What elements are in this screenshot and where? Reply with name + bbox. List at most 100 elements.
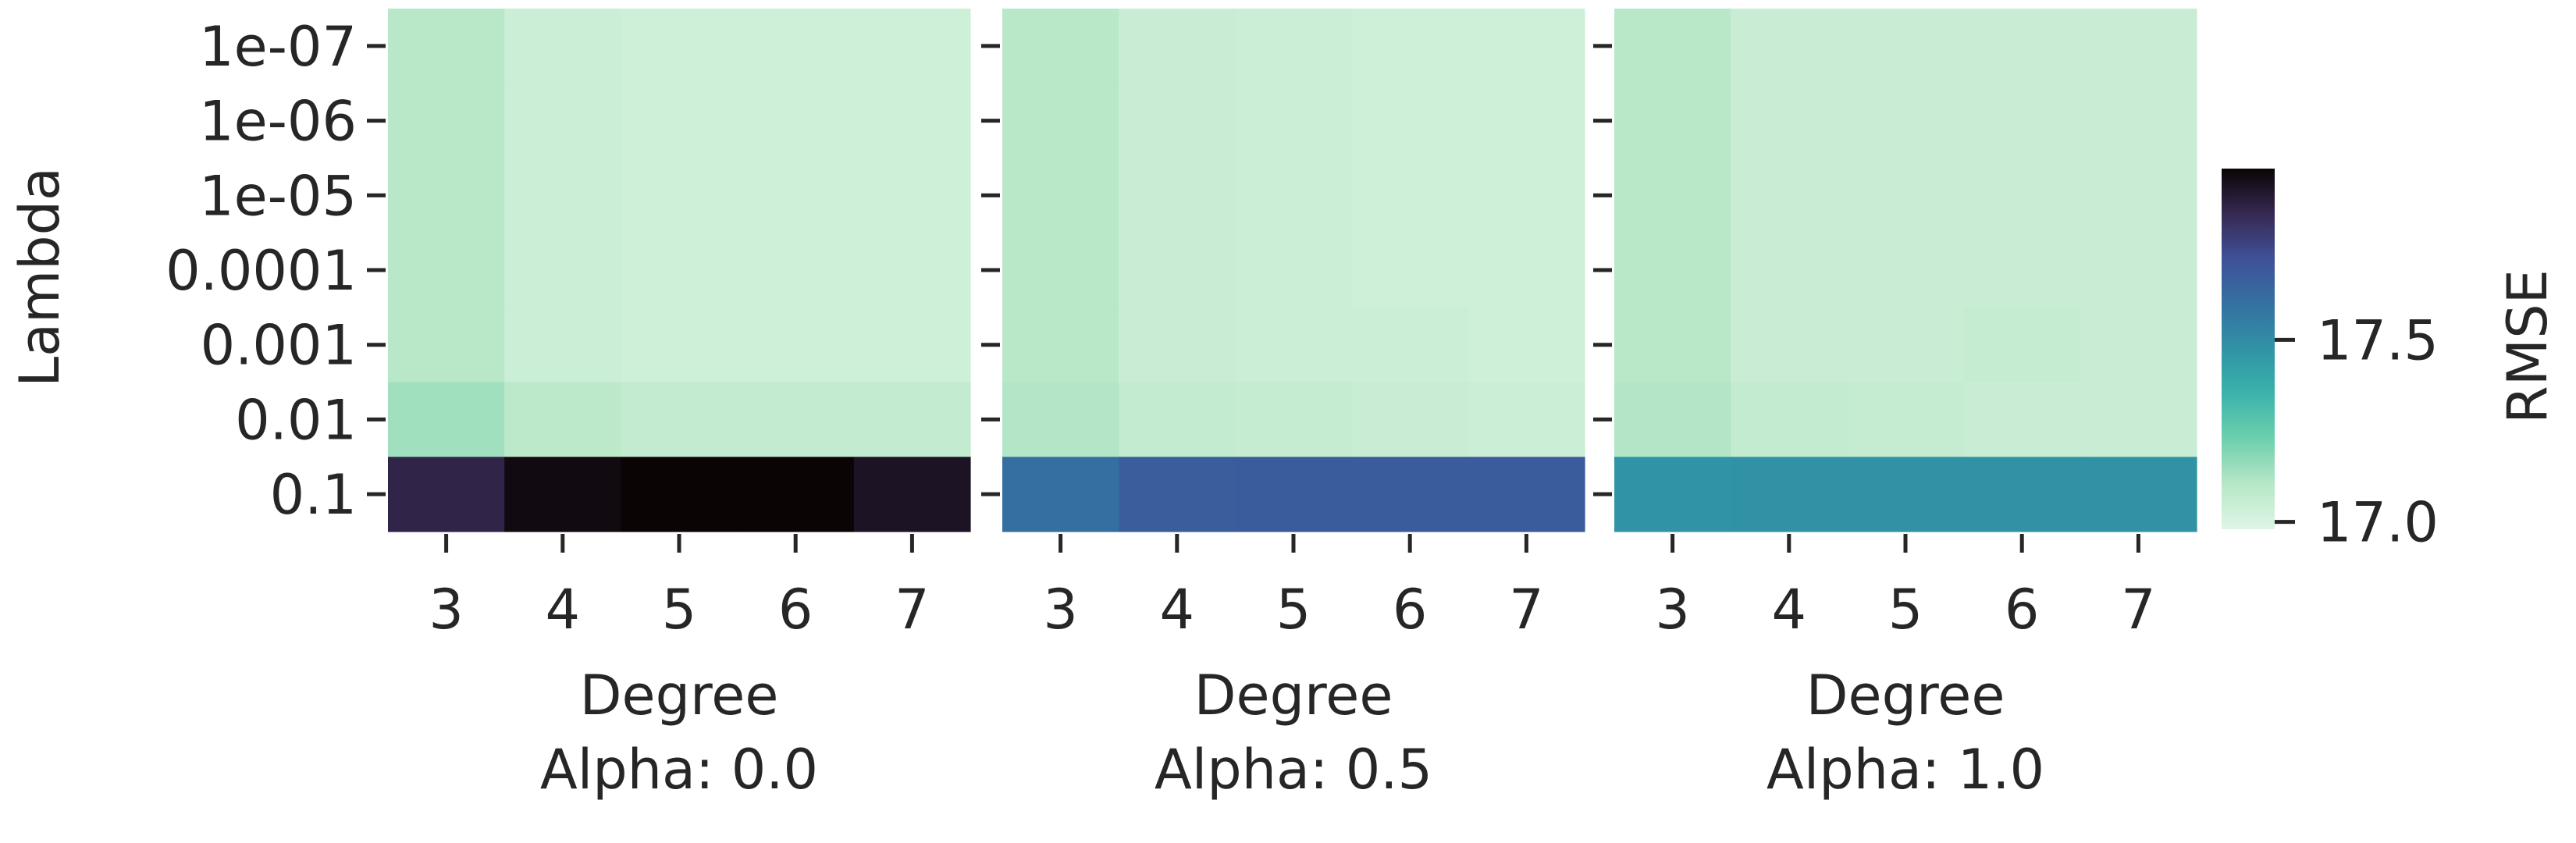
heatmap-cell xyxy=(504,233,621,308)
heatmap-cell xyxy=(388,382,505,457)
x-tick-label: 7 xyxy=(895,578,930,642)
heatmap-cell xyxy=(1235,83,1353,159)
heatmap-panel: 3 4 5 6 7 Degree Alpha: 1.0 xyxy=(1593,9,2197,802)
x-tick-label: 7 xyxy=(2121,578,2156,642)
y-tick-label: 0.0001 xyxy=(165,239,357,303)
heatmap-cell xyxy=(1235,233,1353,308)
heatmap-cell xyxy=(1119,9,1236,84)
heatmap-cell xyxy=(1731,158,1848,233)
x-tick-label: 6 xyxy=(2005,578,2040,642)
heatmap-cell xyxy=(1963,233,2081,308)
heatmap-cell xyxy=(853,158,971,233)
heatmap-cell xyxy=(1351,9,1469,84)
heatmap-cell xyxy=(1119,307,1236,383)
y-axis-label: Lambda xyxy=(8,167,72,387)
heatmap-panel: 3 4 5 6 7 Degree Alpha: 0.0 xyxy=(388,9,971,802)
heatmap-cell xyxy=(1731,83,1848,159)
heatmap-cell xyxy=(1468,382,1585,457)
colorbar-tick-label: 17.5 xyxy=(2317,308,2439,372)
colorbar-label: RMSE xyxy=(2496,269,2560,424)
heatmap-cell xyxy=(1235,9,1353,84)
heatmap-cell xyxy=(1614,457,1731,532)
heatmap-cell xyxy=(1351,382,1469,457)
heatmap-cell xyxy=(1614,158,1731,233)
heatmap-cell xyxy=(1468,83,1585,159)
panel-title: Alpha: 1.0 xyxy=(1767,738,2044,802)
x-tick-label: 4 xyxy=(1160,578,1195,642)
heatmap-cell xyxy=(1847,382,1965,457)
heatmap-cell xyxy=(1235,382,1353,457)
panel-title: Alpha: 0.5 xyxy=(1155,738,1432,802)
heatmap-cell xyxy=(737,83,855,159)
x-tick-label: 6 xyxy=(1393,578,1428,642)
heatmap-cell xyxy=(1614,233,1731,308)
y-axis-ticks: 1e-07 1e-06 1e-05 0.0001 0.001 0.01 0.1 xyxy=(165,15,386,527)
heatmap-cell xyxy=(853,457,971,532)
heatmap-cell xyxy=(737,457,855,532)
heatmap-cell xyxy=(737,307,855,383)
heatmap-cell xyxy=(1119,457,1236,532)
heatmap-cell xyxy=(1731,233,1848,308)
heatmap-cell xyxy=(1002,233,1119,308)
heatmap-cell xyxy=(1847,83,1965,159)
heatmap-cell xyxy=(1963,9,2081,84)
colorbar-tick-label: 17.0 xyxy=(2317,491,2439,555)
y-tick-label: 0.1 xyxy=(270,463,357,527)
heatmap-cell xyxy=(1731,9,1848,84)
heatmap-cell xyxy=(1847,158,1965,233)
heatmap-cell xyxy=(1963,457,2081,532)
heatmap-cell xyxy=(1731,307,1848,383)
heatmap-cell xyxy=(1119,233,1236,308)
x-axis-label: Degree xyxy=(580,663,779,727)
heatmap-cell xyxy=(388,307,505,383)
heatmap-cell xyxy=(621,83,738,159)
heatmap-cell xyxy=(388,9,505,84)
heatmap-cell xyxy=(1235,307,1353,383)
y-tick-label: 1e-06 xyxy=(199,90,357,154)
x-tick-label: 5 xyxy=(1888,578,1923,642)
heatmap-cell xyxy=(388,457,505,532)
y-tick-label: 1e-05 xyxy=(199,164,357,228)
heatmap-cell xyxy=(1847,233,1965,308)
heatmap-cell xyxy=(1847,457,1965,532)
heatmap-cell xyxy=(1119,382,1236,457)
x-tick-label: 6 xyxy=(778,578,813,642)
heatmap-cell xyxy=(1351,307,1469,383)
heatmap-cell xyxy=(1731,382,1848,457)
heatmap-cell xyxy=(2080,307,2197,383)
heatmap-cell xyxy=(1002,307,1119,383)
heatmap-cell xyxy=(504,307,621,383)
heatmap-cell xyxy=(853,83,971,159)
heatmap-cell xyxy=(621,307,738,383)
heatmap-cell xyxy=(737,158,855,233)
heatmap-cell xyxy=(853,233,971,308)
x-tick-label: 3 xyxy=(1655,578,1690,642)
heatmap-cell xyxy=(1614,83,1731,159)
heatmap-cell xyxy=(621,457,738,532)
heatmap-cell xyxy=(2080,83,2197,159)
heatmap-cell xyxy=(621,158,738,233)
heatmap-cell xyxy=(1847,307,1965,383)
y-tick-label: 1e-07 xyxy=(199,15,357,79)
heatmap-cell xyxy=(1351,457,1469,532)
heatmap-cell xyxy=(853,9,971,84)
heatmap-cell xyxy=(504,382,621,457)
heatmap-panels: 3 4 5 6 7 Degree Alpha: 0.0 3 4 5 6 7 Degree Alpha: 0… xyxy=(388,9,2197,802)
heatmap-cell xyxy=(1002,158,1119,233)
x-axis-label: Degree xyxy=(1194,663,1393,727)
heatmap-cell xyxy=(1119,158,1236,233)
heatmap-cell xyxy=(1351,233,1469,308)
heatmap-cell xyxy=(504,158,621,233)
heatmap-cell xyxy=(1468,158,1585,233)
heatmap-cell xyxy=(853,382,971,457)
heatmap-cell xyxy=(2080,158,2197,233)
x-tick-label: 5 xyxy=(1276,578,1311,642)
heatmap-cell xyxy=(1468,457,1585,532)
heatmap-cell xyxy=(1963,382,2081,457)
heatmap-cell xyxy=(1002,382,1119,457)
heatmap-cell xyxy=(1002,457,1119,532)
heatmap-cell xyxy=(1963,158,2081,233)
x-axis-label: Degree xyxy=(1806,663,2005,727)
heatmap-panel: 3 4 5 6 7 Degree Alpha: 0.5 xyxy=(981,9,1585,802)
